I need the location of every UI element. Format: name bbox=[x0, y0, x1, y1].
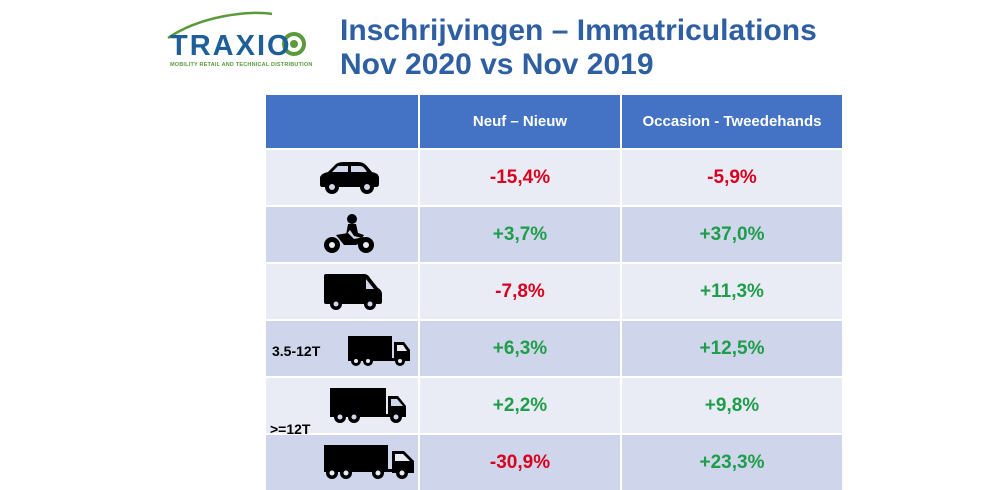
table-row: >=12T +2,2% +9,8% bbox=[266, 376, 844, 437]
weight-class-label: 3.5-12T bbox=[272, 343, 321, 359]
used-value-cell: +37,0% bbox=[621, 205, 844, 263]
small-truck-icon bbox=[348, 336, 410, 366]
new-value: +6,3% bbox=[492, 337, 548, 359]
semi-truck-icon bbox=[324, 445, 414, 479]
new-value: -30,9% bbox=[489, 451, 551, 473]
used-value-cell: +12,5% bbox=[621, 319, 844, 377]
vehicle-cell bbox=[266, 148, 420, 206]
vehicle-cell: 3.5-12T bbox=[266, 319, 420, 377]
vehicle-cell bbox=[266, 205, 420, 263]
new-value-cell: -30,9% bbox=[419, 433, 622, 490]
new-value-cell: +2,2% bbox=[419, 376, 622, 434]
used-value-cell: +9,8% bbox=[621, 376, 844, 434]
van-icon bbox=[324, 274, 382, 310]
header-used: Occasion - Tweedehands bbox=[621, 95, 844, 149]
large-truck-icon bbox=[330, 388, 406, 423]
used-value-cell: +23,3% bbox=[621, 433, 844, 490]
car-icon bbox=[320, 162, 379, 194]
new-value: +3,7% bbox=[492, 223, 548, 245]
used-value: +11,3% bbox=[700, 280, 764, 302]
used-value-cell: -5,9% bbox=[621, 148, 844, 206]
used-value: +9,8% bbox=[704, 394, 760, 416]
table-row: 3.5-12T +6,3% +12,5% bbox=[266, 319, 844, 377]
new-value-cell: -7,8% bbox=[419, 262, 622, 320]
new-value-cell: +6,3% bbox=[419, 319, 622, 377]
title-line-2: Nov 2020 vs Nov 2019 bbox=[340, 48, 654, 81]
motorcycle-icon bbox=[324, 214, 374, 253]
used-value: -5,9% bbox=[707, 166, 757, 188]
title-line-1: Inschrijvingen – Immatriculations bbox=[340, 14, 817, 47]
used-value-cell: +11,3% bbox=[621, 262, 844, 320]
table-row: -15,4% -5,9% bbox=[266, 148, 844, 206]
traxio-logo: TRAXIO MOBILITY RETAIL AND TECHNICAL DIS… bbox=[160, 8, 320, 70]
table-row: -7,8% +11,3% bbox=[266, 262, 844, 320]
table-header-row: Neuf – Nieuw Occasion - Tweedehands bbox=[266, 95, 844, 149]
new-value-cell: +3,7% bbox=[419, 205, 622, 263]
weight-class-label: >=12T bbox=[270, 421, 311, 437]
logo-swoosh-icon bbox=[167, 11, 306, 56]
used-value: +12,5% bbox=[699, 337, 765, 359]
new-value: +2,2% bbox=[492, 394, 548, 416]
table-row: +3,7% +37,0% bbox=[266, 205, 844, 263]
logo-wordmark: TRAXIO bbox=[170, 30, 292, 62]
vehicle-cell: >=12T bbox=[266, 376, 420, 437]
vehicle-cell bbox=[266, 433, 420, 490]
header-new: Neuf – Nieuw bbox=[419, 95, 622, 149]
used-value: +23,3% bbox=[699, 451, 765, 473]
page-title: Inschrijvingen – Immatriculations Nov 20… bbox=[340, 14, 817, 82]
used-value: +37,0% bbox=[699, 223, 765, 245]
registrations-table: Neuf – Nieuw Occasion - Tweedehands -15,… bbox=[266, 95, 844, 490]
logo-tagline: MOBILITY RETAIL AND TECHNICAL DISTRIBUTI… bbox=[170, 62, 313, 68]
header-vehicle bbox=[266, 95, 420, 149]
new-value-cell: -15,4% bbox=[419, 148, 622, 206]
table-row: -30,9% +23,3% bbox=[266, 433, 844, 490]
vehicle-cell bbox=[266, 262, 420, 320]
new-value: -15,4% bbox=[489, 166, 551, 188]
new-value: -7,8% bbox=[495, 280, 545, 302]
